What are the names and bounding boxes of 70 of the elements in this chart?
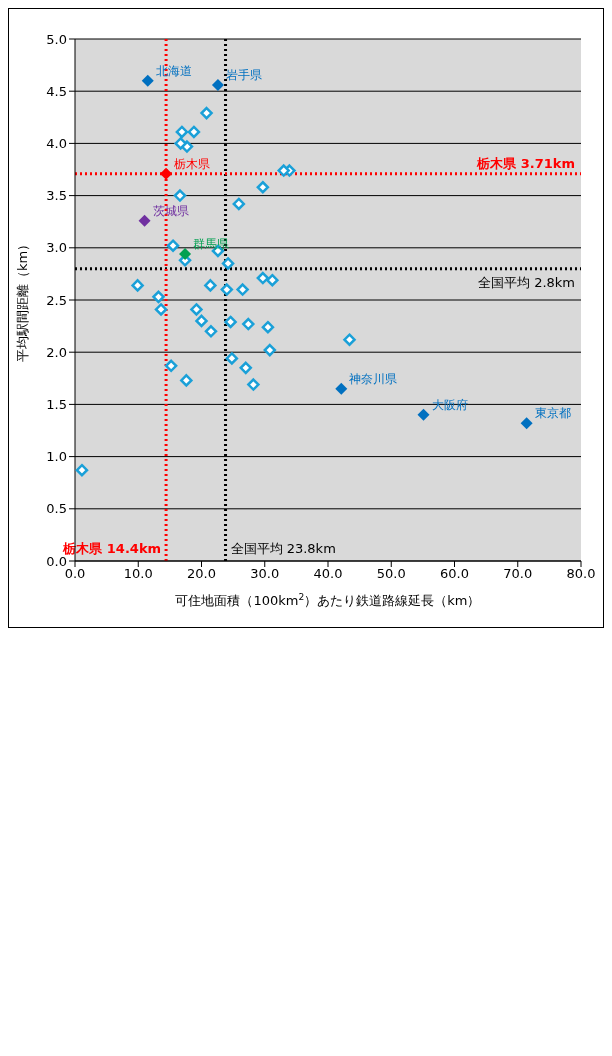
ref-line-label: 栃木県 3.71km xyxy=(476,155,575,171)
y-axis-title: 平均駅間距離（km） xyxy=(15,237,30,363)
point xyxy=(232,197,246,211)
point xyxy=(221,257,235,270)
y-tick-label: 0.5 xyxy=(46,501,67,517)
point xyxy=(173,189,187,202)
ref-line-label: 全国平均 2.8km xyxy=(478,274,575,290)
point xyxy=(277,164,290,177)
y-tick-label: 2.5 xyxy=(46,292,67,308)
point xyxy=(224,315,237,329)
point xyxy=(225,352,239,365)
point xyxy=(195,314,208,328)
y-tick-label: 4.0 xyxy=(46,136,67,152)
series-label: 岩手県 xyxy=(225,67,262,82)
point xyxy=(164,359,178,373)
x-tick-label: 80.0 xyxy=(566,566,596,582)
y-tick-label: 5.0 xyxy=(46,31,67,47)
point xyxy=(75,463,89,477)
point xyxy=(239,361,253,375)
x-tick-label: 50.0 xyxy=(376,566,406,582)
point xyxy=(204,325,218,338)
point xyxy=(131,279,144,292)
point xyxy=(154,303,168,316)
x-tick-label: 20.0 xyxy=(187,566,216,582)
y-tick-label: 2.0 xyxy=(46,344,67,360)
series-label: 茨城県 xyxy=(152,203,189,218)
x-tick-label: 70.0 xyxy=(503,566,533,582)
point xyxy=(417,408,430,421)
point xyxy=(520,417,533,430)
point xyxy=(187,125,201,139)
point xyxy=(256,181,270,194)
point xyxy=(204,279,217,292)
point xyxy=(236,283,249,296)
point xyxy=(266,273,279,287)
point xyxy=(175,125,189,139)
x-axis-title: 可住地面積（100km$^{2}$）あたり鉄道路線延長（km） xyxy=(175,592,481,608)
point xyxy=(220,283,234,296)
ref-line-label: 全国平均 23.8km xyxy=(230,541,336,556)
series-label: 東京都 xyxy=(534,406,571,421)
point xyxy=(261,320,275,334)
point xyxy=(263,343,277,357)
point xyxy=(174,137,187,150)
x-tick-label: 0.0 xyxy=(64,566,86,582)
series-label: 栃木県 xyxy=(174,156,211,171)
y-tick-label: 1.5 xyxy=(46,397,67,413)
series-label: 北海道 xyxy=(155,63,192,78)
point xyxy=(141,74,154,87)
point xyxy=(242,317,255,331)
y-tick-label: 3.5 xyxy=(46,188,67,204)
point xyxy=(335,382,348,395)
y-tick-label: 4.5 xyxy=(46,83,67,99)
y-tick-label: 3.0 xyxy=(46,240,67,256)
point xyxy=(211,78,224,91)
y-tick-label: 0.0 xyxy=(46,553,67,569)
series-label: 神奈川県 xyxy=(349,371,398,386)
y-tick-label: 1.0 xyxy=(46,449,67,465)
x-tick-label: 30.0 xyxy=(250,566,280,582)
x-tick-label: 10.0 xyxy=(123,566,153,582)
point xyxy=(190,303,203,316)
point xyxy=(138,214,151,227)
point xyxy=(179,248,192,261)
point xyxy=(166,239,180,252)
point xyxy=(256,271,270,285)
point xyxy=(180,374,193,387)
point xyxy=(152,290,165,304)
x-tick-label: 60.0 xyxy=(440,566,469,582)
point xyxy=(247,378,260,391)
point xyxy=(343,333,356,346)
point xyxy=(200,106,213,120)
x-tick-label: 40.0 xyxy=(313,566,343,582)
